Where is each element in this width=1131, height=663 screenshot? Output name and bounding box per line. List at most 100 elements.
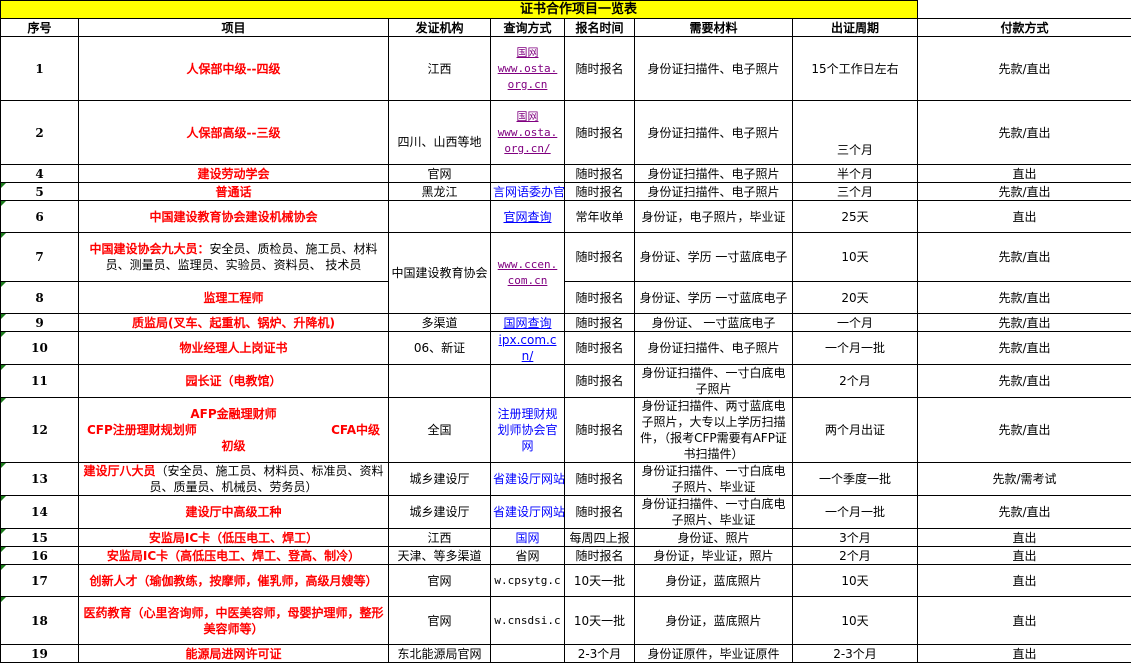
signup-time-cell[interactable]: 10天一批: [565, 597, 635, 645]
row-number-cell[interactable]: 16: [1, 547, 79, 565]
issuer-cell[interactable]: 全国: [389, 398, 491, 463]
materials-cell[interactable]: 身份证扫描件、电子照片: [635, 101, 793, 165]
payment-cell[interactable]: 直出: [918, 597, 1131, 645]
issuer-cell[interactable]: 四川、山西等地: [389, 101, 491, 165]
item-cell[interactable]: 安监局IC卡（低压电工、焊工）: [79, 529, 389, 547]
signup-time-cell[interactable]: 常年收单: [565, 201, 635, 233]
item-cell[interactable]: 监理工程师: [79, 282, 389, 314]
signup-time-cell[interactable]: 随时报名: [565, 365, 635, 398]
item-cell[interactable]: 能源局进网许可证: [79, 645, 389, 663]
cycle-cell[interactable]: 一个月一批: [793, 332, 918, 365]
materials-cell[interactable]: 身份证，蓝底照片: [635, 597, 793, 645]
signup-time-cell[interactable]: 2-3个月: [565, 645, 635, 663]
item-cell[interactable]: 质监局(叉车、起重机、锅炉、升降机): [79, 314, 389, 332]
query-cell[interactable]: [491, 165, 565, 183]
query-cell[interactable]: 言网语委办官: [491, 183, 565, 201]
query-cell[interactable]: w.cpsytg.c: [491, 565, 565, 597]
query-link[interactable]: com.cn: [493, 273, 562, 289]
header-cycle[interactable]: 出证周期: [793, 19, 918, 37]
row-number-cell[interactable]: 10: [1, 332, 79, 365]
item-cell[interactable]: 医药教育（心里咨询师，中医美容师，母婴护理师，整形美容师等）: [79, 597, 389, 645]
cycle-cell[interactable]: 一个月一批: [793, 496, 918, 529]
payment-cell[interactable]: 先款/直出: [918, 183, 1131, 201]
header-org[interactable]: 发证机构: [389, 19, 491, 37]
query-text[interactable]: 注册理财规划师协会官网: [493, 406, 562, 454]
header-query[interactable]: 查询方式: [491, 19, 565, 37]
issuer-cell[interactable]: 官网: [389, 597, 491, 645]
cycle-cell[interactable]: 半个月: [793, 165, 918, 183]
cycle-cell[interactable]: 2-3个月: [793, 645, 918, 663]
issuer-cell[interactable]: 多渠道: [389, 314, 491, 332]
cycle-cell[interactable]: 3个月: [793, 529, 918, 547]
item-cell[interactable]: 普通话: [79, 183, 389, 201]
payment-cell[interactable]: 先款/直出: [918, 101, 1131, 165]
signup-time-cell[interactable]: 随时报名: [565, 496, 635, 529]
cycle-cell[interactable]: 三个月: [793, 101, 918, 165]
signup-time-cell[interactable]: 随时报名: [565, 332, 635, 365]
signup-time-cell[interactable]: 10天一批: [565, 565, 635, 597]
cycle-cell[interactable]: 10天: [793, 597, 918, 645]
row-number-cell[interactable]: 18: [1, 597, 79, 645]
query-link[interactable]: 官网查询: [493, 209, 562, 225]
issuer-cell[interactable]: 中国建设教育协会: [389, 233, 491, 314]
materials-cell[interactable]: 身份证，电子照片，毕业证: [635, 201, 793, 233]
row-number-cell[interactable]: 17: [1, 565, 79, 597]
payment-cell[interactable]: 先款/直出: [918, 37, 1131, 101]
materials-cell[interactable]: 身份证，蓝底照片: [635, 565, 793, 597]
materials-cell[interactable]: 身份证，毕业证，照片: [635, 547, 793, 565]
item-cell[interactable]: 建设厅八大员（安全员、施工员、材料员、标准员、资料员、质量员、机械员、劳务员）: [79, 463, 389, 496]
row-number-cell[interactable]: 1: [1, 37, 79, 101]
materials-cell[interactable]: 身份证扫描件、两寸蓝底电子照片，大专以上学历扫描件，（报考CFP需要有AFP证书…: [635, 398, 793, 463]
materials-cell[interactable]: 身份证扫描件、一寸白底电子照片: [635, 365, 793, 398]
row-number-cell[interactable]: 12: [1, 398, 79, 463]
signup-time-cell[interactable]: 随时报名: [565, 233, 635, 282]
signup-time-cell[interactable]: 随时报名: [565, 463, 635, 496]
signup-time-cell[interactable]: 随时报名: [565, 282, 635, 314]
item-cell[interactable]: 安监局IC卡（高低压电工、焊工、登高、制冷）: [79, 547, 389, 565]
issuer-cell[interactable]: 东北能源局官网: [389, 645, 491, 663]
payment-cell[interactable]: 先款/直出: [918, 496, 1131, 529]
issuer-cell[interactable]: 城乡建设厅: [389, 496, 491, 529]
query-text[interactable]: w.cnsdsi.c: [493, 613, 562, 629]
signup-time-cell[interactable]: 随时报名: [565, 314, 635, 332]
row-number-cell[interactable]: 13: [1, 463, 79, 496]
query-link[interactable]: 国网: [493, 109, 562, 125]
row-number-cell[interactable]: 4: [1, 165, 79, 183]
query-cell[interactable]: 省网: [491, 547, 565, 565]
signup-time-cell[interactable]: 随时报名: [565, 183, 635, 201]
materials-cell[interactable]: 身份证、学历 一寸蓝底电子: [635, 282, 793, 314]
item-cell[interactable]: 人保部中级--四级: [79, 37, 389, 101]
header-material[interactable]: 需要材料: [635, 19, 793, 37]
payment-cell[interactable]: 直出: [918, 201, 1131, 233]
signup-time-cell[interactable]: 随时报名: [565, 398, 635, 463]
signup-time-cell[interactable]: 每周四上报: [565, 529, 635, 547]
issuer-cell[interactable]: 官网: [389, 165, 491, 183]
cycle-cell[interactable]: 15个工作日左右: [793, 37, 918, 101]
payment-cell[interactable]: 先款/直出: [918, 332, 1131, 365]
payment-cell[interactable]: 直出: [918, 529, 1131, 547]
payment-cell[interactable]: 先款/直出: [918, 314, 1131, 332]
cycle-cell[interactable]: 10天: [793, 233, 918, 282]
payment-cell[interactable]: 先款/直出: [918, 398, 1131, 463]
issuer-cell[interactable]: 官网: [389, 565, 491, 597]
header-item[interactable]: 项目: [79, 19, 389, 37]
query-link[interactable]: www.osta.: [493, 125, 562, 141]
query-cell[interactable]: 注册理财规划师协会官网: [491, 398, 565, 463]
issuer-cell[interactable]: 天津、等多渠道: [389, 547, 491, 565]
materials-cell[interactable]: 身份证、学历 一寸蓝底电子: [635, 233, 793, 282]
query-text[interactable]: 省建设厅网站: [493, 504, 562, 520]
query-cell[interactable]: [491, 365, 565, 398]
query-text[interactable]: 省建设厅网站: [493, 471, 562, 487]
cycle-cell[interactable]: 25天: [793, 201, 918, 233]
query-text[interactable]: w.cpsytg.c: [493, 573, 562, 589]
item-cell[interactable]: 园长证（电教馆）: [79, 365, 389, 398]
query-cell[interactable]: 省建设厅网站: [491, 463, 565, 496]
materials-cell[interactable]: 身份证原件，毕业证原件: [635, 645, 793, 663]
signup-time-cell[interactable]: 随时报名: [565, 101, 635, 165]
row-number-cell[interactable]: 8: [1, 282, 79, 314]
query-cell[interactable]: 国网查询: [491, 314, 565, 332]
item-cell[interactable]: 人保部高级--三级: [79, 101, 389, 165]
query-cell[interactable]: 省建设厅网站: [491, 496, 565, 529]
